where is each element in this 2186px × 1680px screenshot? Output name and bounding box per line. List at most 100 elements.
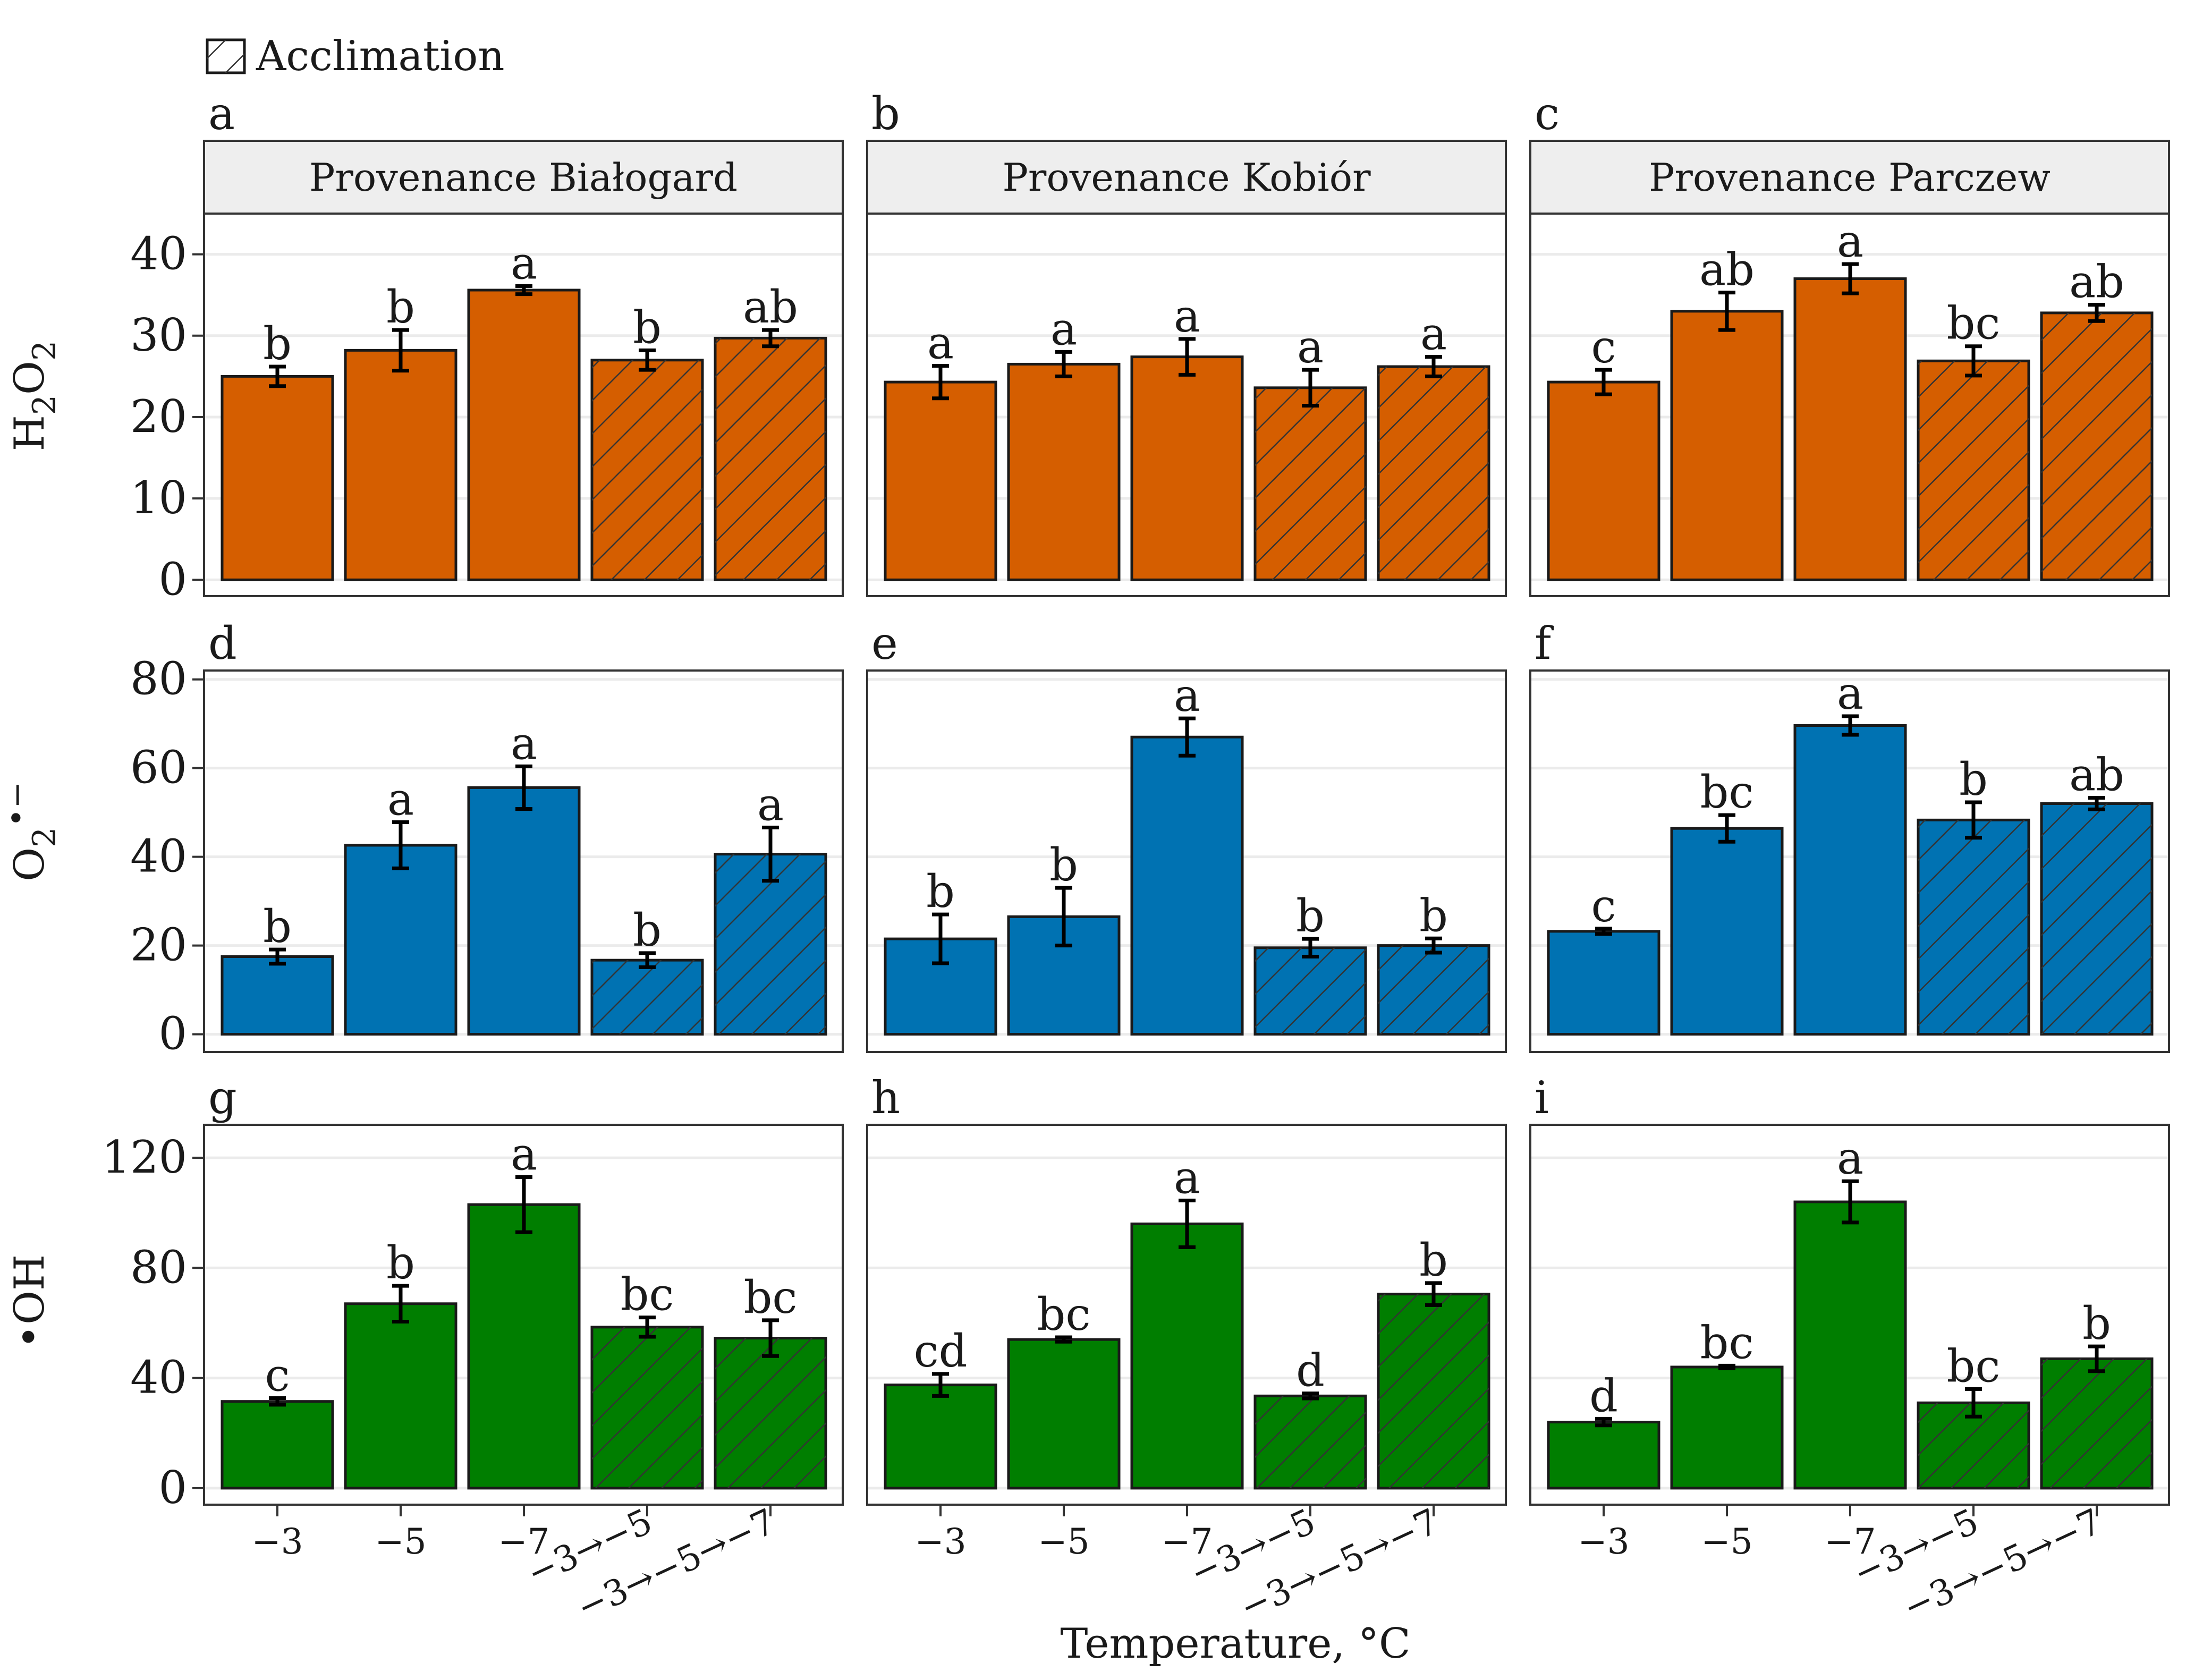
significance-label-a-3: b [633, 301, 662, 353]
bar-f-1 [1670, 827, 1784, 1036]
bar-i-0 [1547, 1421, 1660, 1490]
bar-hatch-b-4 [1378, 367, 1489, 580]
significance-label-d-0: b [263, 901, 292, 953]
bar-hatch-f-4 [2041, 803, 2152, 1034]
significance-label-i-1: bc [1700, 1317, 1754, 1369]
bar-h-2 [1130, 1223, 1244, 1490]
bar-hatch-d-4 [715, 854, 826, 1034]
legend-label: Acclimation [256, 32, 505, 80]
panel-letter-a: a [208, 88, 235, 140]
bar-i-1 [1670, 1365, 1784, 1490]
bar-g-2 [467, 1203, 581, 1490]
significance-label-b-0: a [927, 317, 954, 369]
strip-header-b [866, 140, 1507, 215]
strip-header-c [1529, 140, 2170, 215]
panel-letter-g: g [208, 1072, 237, 1124]
bar-b-1 [1007, 362, 1121, 581]
bar-hatch-g-4 [715, 1338, 826, 1488]
x-tick-label-i-1: −5 [1701, 1521, 1752, 1562]
panel-letter-f: f [1535, 617, 1554, 669]
significance-label-h-2: a [1174, 1151, 1200, 1203]
x-tick-label-h-1: −5 [1038, 1521, 1089, 1562]
x-tick-label-h-2: −7 [1161, 1521, 1213, 1562]
significance-label-h-1: bc [1037, 1288, 1091, 1340]
significance-label-i-0: d [1589, 1370, 1618, 1422]
y-tick-label-a-2: 20 [130, 391, 187, 443]
strip-label-c: Provenance Parczew [1649, 155, 2051, 200]
y-tick-label-g-0: 0 [159, 1462, 187, 1514]
significance-label-a-1: b [386, 281, 415, 333]
bar-a-0 [221, 375, 334, 581]
y-axis-title-h2o2-mid: O [6, 361, 54, 395]
significance-label-e-0: b [926, 866, 955, 918]
significance-label-c-2: a [1837, 215, 1863, 267]
y-tick-label-d-4: 80 [130, 653, 187, 705]
y-axis-title-h2o2-main: H [6, 415, 54, 451]
y-axis-title-superoxide-sup: •− [0, 782, 36, 827]
bar-hatch-g-3 [592, 1327, 702, 1488]
y-tick-label-a-4: 40 [130, 228, 187, 280]
panel-h: hcd−3bc−5a−7d−3→−5b−3→−5→−7 [866, 1072, 1507, 1628]
significance-label-c-1: ab [1699, 244, 1755, 296]
significance-label-i-4: b [2082, 1297, 2111, 1350]
significance-label-d-2: a [511, 717, 537, 769]
bar-hatch-i-4 [2041, 1359, 2152, 1488]
y-axis-title-h2o2-sub2: 2 [26, 341, 63, 361]
strip-label-a: Provenance Białogard [309, 155, 738, 200]
bar-f-0 [1547, 930, 1660, 1036]
significance-label-d-4: a [757, 779, 784, 831]
y-tick-label-d-0: 0 [159, 1008, 187, 1060]
significance-label-g-2: a [511, 1128, 537, 1180]
bar-hatch-e-4 [1378, 945, 1489, 1034]
panel-e: e b b a b b [866, 617, 1507, 1053]
panel-c: Provenance Parczew c c ab a bc ab [1529, 88, 2170, 597]
x-axis-title: Temperature, °C [1060, 1620, 1410, 1668]
bar-d-1 [344, 844, 457, 1036]
bar-h-0 [884, 1384, 997, 1490]
bar-d-2 [467, 786, 581, 1036]
significance-label-h-0: cd [914, 1325, 968, 1377]
panel-letter-c: c [1535, 88, 1560, 140]
bar-c-2 [1793, 277, 1907, 581]
significance-label-b-4: a [1420, 308, 1447, 360]
legend: Acclimation [206, 32, 505, 80]
significance-label-i-2: a [1837, 1132, 1863, 1184]
bar-d-0 [221, 955, 334, 1036]
significance-label-i-3: bc [1947, 1340, 2001, 1392]
bar-hatch-d-3 [592, 960, 702, 1034]
x-tick-label-g-1: −5 [375, 1521, 426, 1562]
y-tick-label-g-1: 40 [130, 1352, 187, 1404]
x-tick-label-g-2: −7 [498, 1521, 549, 1562]
significance-label-g-3: bc [621, 1269, 674, 1321]
significance-label-d-1: a [387, 774, 414, 826]
x-tick-label-h-0: −3 [914, 1521, 966, 1562]
y-tick-label-a-0: 0 [159, 553, 187, 605]
bar-i-2 [1793, 1200, 1907, 1490]
panel-letter-b: b [871, 88, 900, 140]
significance-label-b-3: a [1297, 321, 1324, 373]
bar-a-1 [344, 349, 457, 581]
bar-f-2 [1793, 724, 1907, 1036]
x-tick-label-i-0: −3 [1578, 1521, 1629, 1562]
bar-hatch-a-4 [715, 338, 826, 580]
panel-b: Provenance Kobiór b a a a a a [866, 88, 1507, 597]
y-axis-title-superoxide: O2•− [0, 782, 63, 881]
y-axis-title-superoxide-main: O [6, 847, 54, 881]
y-tick-label-a-3: 30 [130, 309, 187, 361]
significance-label-f-1: bc [1700, 766, 1754, 818]
legend-key-hatch-fill [207, 40, 244, 73]
significance-label-d-3: b [633, 904, 662, 956]
significance-label-h-4: b [1419, 1234, 1448, 1286]
panel-letter-i: i [1535, 1072, 1549, 1124]
significance-label-f-0: c [1591, 880, 1616, 932]
significance-label-c-4: ab [2069, 256, 2124, 308]
significance-label-h-3: d [1296, 1345, 1325, 1397]
y-tick-label-d-2: 40 [130, 830, 187, 883]
bar-hatch-h-4 [1378, 1294, 1489, 1488]
significance-label-g-1: b [386, 1237, 415, 1289]
